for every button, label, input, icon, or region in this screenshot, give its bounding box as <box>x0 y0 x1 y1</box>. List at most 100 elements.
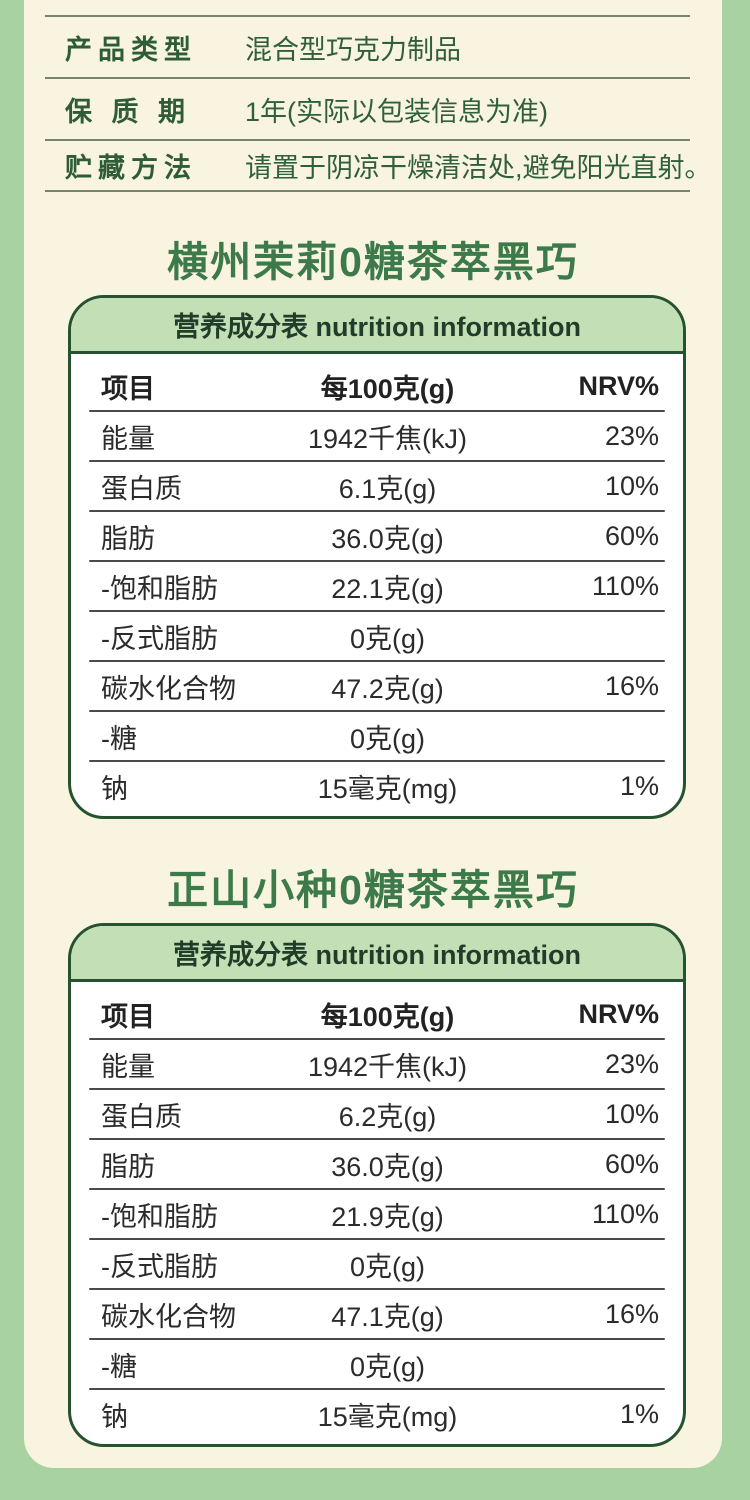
cell-amount: 6.2克(g) <box>338 1101 437 1132</box>
cell-item: 能量 <box>101 423 155 454</box>
cell-item: 蛋白质 <box>101 1101 182 1132</box>
cell-nrv: 1% <box>619 770 659 801</box>
row-divider <box>89 560 665 562</box>
cell-item: -糖 <box>101 1351 137 1382</box>
row-divider <box>89 410 665 412</box>
table-row: 能量 1942千焦(kJ) 23% <box>71 1040 683 1088</box>
product-title-lapsang: 正山小种0糖茶萃黑巧 <box>167 867 579 913</box>
table-row: -饱和脂肪 22.1克(g) 110% <box>71 562 683 610</box>
cell-amount: 47.1克(g) <box>331 1301 444 1332</box>
column-header-per100g: 每100克(g) <box>320 373 455 404</box>
cell-nrv: 60% <box>604 1148 659 1179</box>
table-row: 钠 15毫克(mg) 1% <box>71 1390 683 1438</box>
cell-amount: 36.0克(g) <box>331 1151 444 1182</box>
cell-amount: 0克(g) <box>349 1251 425 1282</box>
table-row: -饱和脂肪 21.9克(g) 110% <box>71 1190 683 1238</box>
info-row-storage: 贮藏方法 请置于阴凉干燥清洁处,避免阳光直射。 <box>45 139 712 192</box>
cell-amount: 0克(g) <box>349 623 425 654</box>
cell-amount: 0克(g) <box>349 723 425 754</box>
cell-item: -饱和脂肪 <box>101 573 218 604</box>
info-value: 请置于阴凉干燥清洁处,避免阳光直射。 <box>245 153 712 183</box>
cell-amount: 47.2克(g) <box>331 673 444 704</box>
cell-amount: 15毫克(mg) <box>317 773 458 804</box>
table-row: 碳水化合物 47.1克(g) 16% <box>71 1290 683 1338</box>
cell-nrv: 16% <box>604 670 659 701</box>
cell-amount: 1942千焦(kJ) <box>307 423 468 454</box>
cell-item: 脂肪 <box>101 523 155 554</box>
cell-amount: 36.0克(g) <box>331 523 444 554</box>
cell-nrv: 1% <box>619 1398 659 1429</box>
info-label: 贮藏方法 <box>65 153 197 183</box>
cell-item: 蛋白质 <box>101 473 182 504</box>
row-divider <box>89 1388 665 1390</box>
nutrition-card-jasmine: 营养成分表 nutrition information 项目 每100克(g) … <box>68 295 686 819</box>
row-divider <box>89 1088 665 1090</box>
row-divider <box>89 1288 665 1290</box>
info-label: 保 质 期 <box>65 96 192 127</box>
table-row: -糖 0克(g) <box>71 1340 683 1388</box>
nutrition-table-header: 营养成分表 nutrition information <box>71 298 683 354</box>
table-row: -反式脂肪 0克(g) <box>71 1240 683 1288</box>
row-divider <box>89 760 665 762</box>
table-row: 碳水化合物 47.2克(g) 16% <box>71 662 683 710</box>
cell-item: -反式脂肪 <box>101 623 218 654</box>
cell-nrv: 10% <box>604 470 659 501</box>
row-divider <box>89 710 665 712</box>
table-row: 脂肪 36.0克(g) 60% <box>71 512 683 560</box>
table-row: 蛋白质 6.2克(g) 10% <box>71 1090 683 1138</box>
nutrition-card-lapsang: 营养成分表 nutrition information 项目 每100克(g) … <box>68 923 686 1447</box>
info-value: 1年(实际以包装信息为准) <box>245 96 548 127</box>
cell-nrv: 110% <box>591 1198 659 1229</box>
cell-item: 碳水化合物 <box>101 1301 236 1332</box>
cell-nrv: 16% <box>604 1298 659 1329</box>
row-divider <box>89 1238 665 1240</box>
column-header-nrv: NRV% <box>578 998 659 1029</box>
row-divider <box>89 460 665 462</box>
table-row: 脂肪 36.0克(g) 60% <box>71 1140 683 1188</box>
row-divider <box>89 1188 665 1190</box>
cell-amount: 1942千焦(kJ) <box>307 1051 468 1082</box>
row-divider <box>89 610 665 612</box>
cell-item: 碳水化合物 <box>101 673 236 704</box>
product-info-section: 产品类型 混合型巧克力制品 保 质 期 1年(实际以包装信息为准) 贮藏方法 请… <box>45 15 712 192</box>
cell-item: -饱和脂肪 <box>101 1201 218 1232</box>
cell-nrv: 110% <box>591 570 659 601</box>
cell-amount: 15毫克(mg) <box>317 1401 458 1432</box>
cell-amount: 21.9克(g) <box>331 1201 444 1232</box>
cell-nrv: 60% <box>604 520 659 551</box>
content-panel: 产品类型 混合型巧克力制品 保 质 期 1年(实际以包装信息为准) 贮藏方法 请… <box>24 0 722 1468</box>
table-column-header-row: 项目 每100克(g) NRV% <box>71 990 683 1038</box>
info-row-shelf-life: 保 质 期 1年(实际以包装信息为准) <box>45 77 690 139</box>
info-value: 混合型巧克力制品 <box>245 34 461 65</box>
column-header-nrv: NRV% <box>578 370 659 401</box>
nutrition-table-header: 营养成分表 nutrition information <box>71 926 683 982</box>
cell-nrv: 10% <box>604 1098 659 1129</box>
table-row: 蛋白质 6.1克(g) 10% <box>71 462 683 510</box>
cell-amount: 6.1克(g) <box>338 473 437 504</box>
cell-amount: 22.1克(g) <box>331 573 444 604</box>
column-header-item: 项目 <box>101 373 155 404</box>
cell-item: 能量 <box>101 1051 155 1082</box>
row-divider <box>89 1138 665 1140</box>
cell-item: -糖 <box>101 723 137 754</box>
cell-item: 钠 <box>101 1401 128 1432</box>
table-row: 能量 1942千焦(kJ) 23% <box>71 412 683 460</box>
cell-amount: 0克(g) <box>349 1351 425 1382</box>
cell-item: 脂肪 <box>101 1151 155 1182</box>
column-header-per100g: 每100克(g) <box>320 1001 455 1032</box>
table-row: -反式脂肪 0克(g) <box>71 612 683 660</box>
nutrition-table: 项目 每100克(g) NRV% 能量 1942千焦(kJ) 23% 蛋白质 6… <box>71 982 683 1444</box>
row-divider <box>89 660 665 662</box>
row-divider <box>89 1038 665 1040</box>
row-divider <box>89 1338 665 1340</box>
cell-nrv: 23% <box>604 420 659 451</box>
cell-item: 钠 <box>101 773 128 804</box>
cell-item: -反式脂肪 <box>101 1251 218 1282</box>
info-label: 产品类型 <box>65 34 197 65</box>
product-title-jasmine: 横州茉莉0糖茶萃黑巧 <box>167 239 579 285</box>
cell-nrv: 23% <box>604 1048 659 1079</box>
info-row-product-type: 产品类型 混合型巧克力制品 <box>45 15 690 77</box>
table-row: 钠 15毫克(mg) 1% <box>71 762 683 810</box>
table-column-header-row: 项目 每100克(g) NRV% <box>71 362 683 410</box>
